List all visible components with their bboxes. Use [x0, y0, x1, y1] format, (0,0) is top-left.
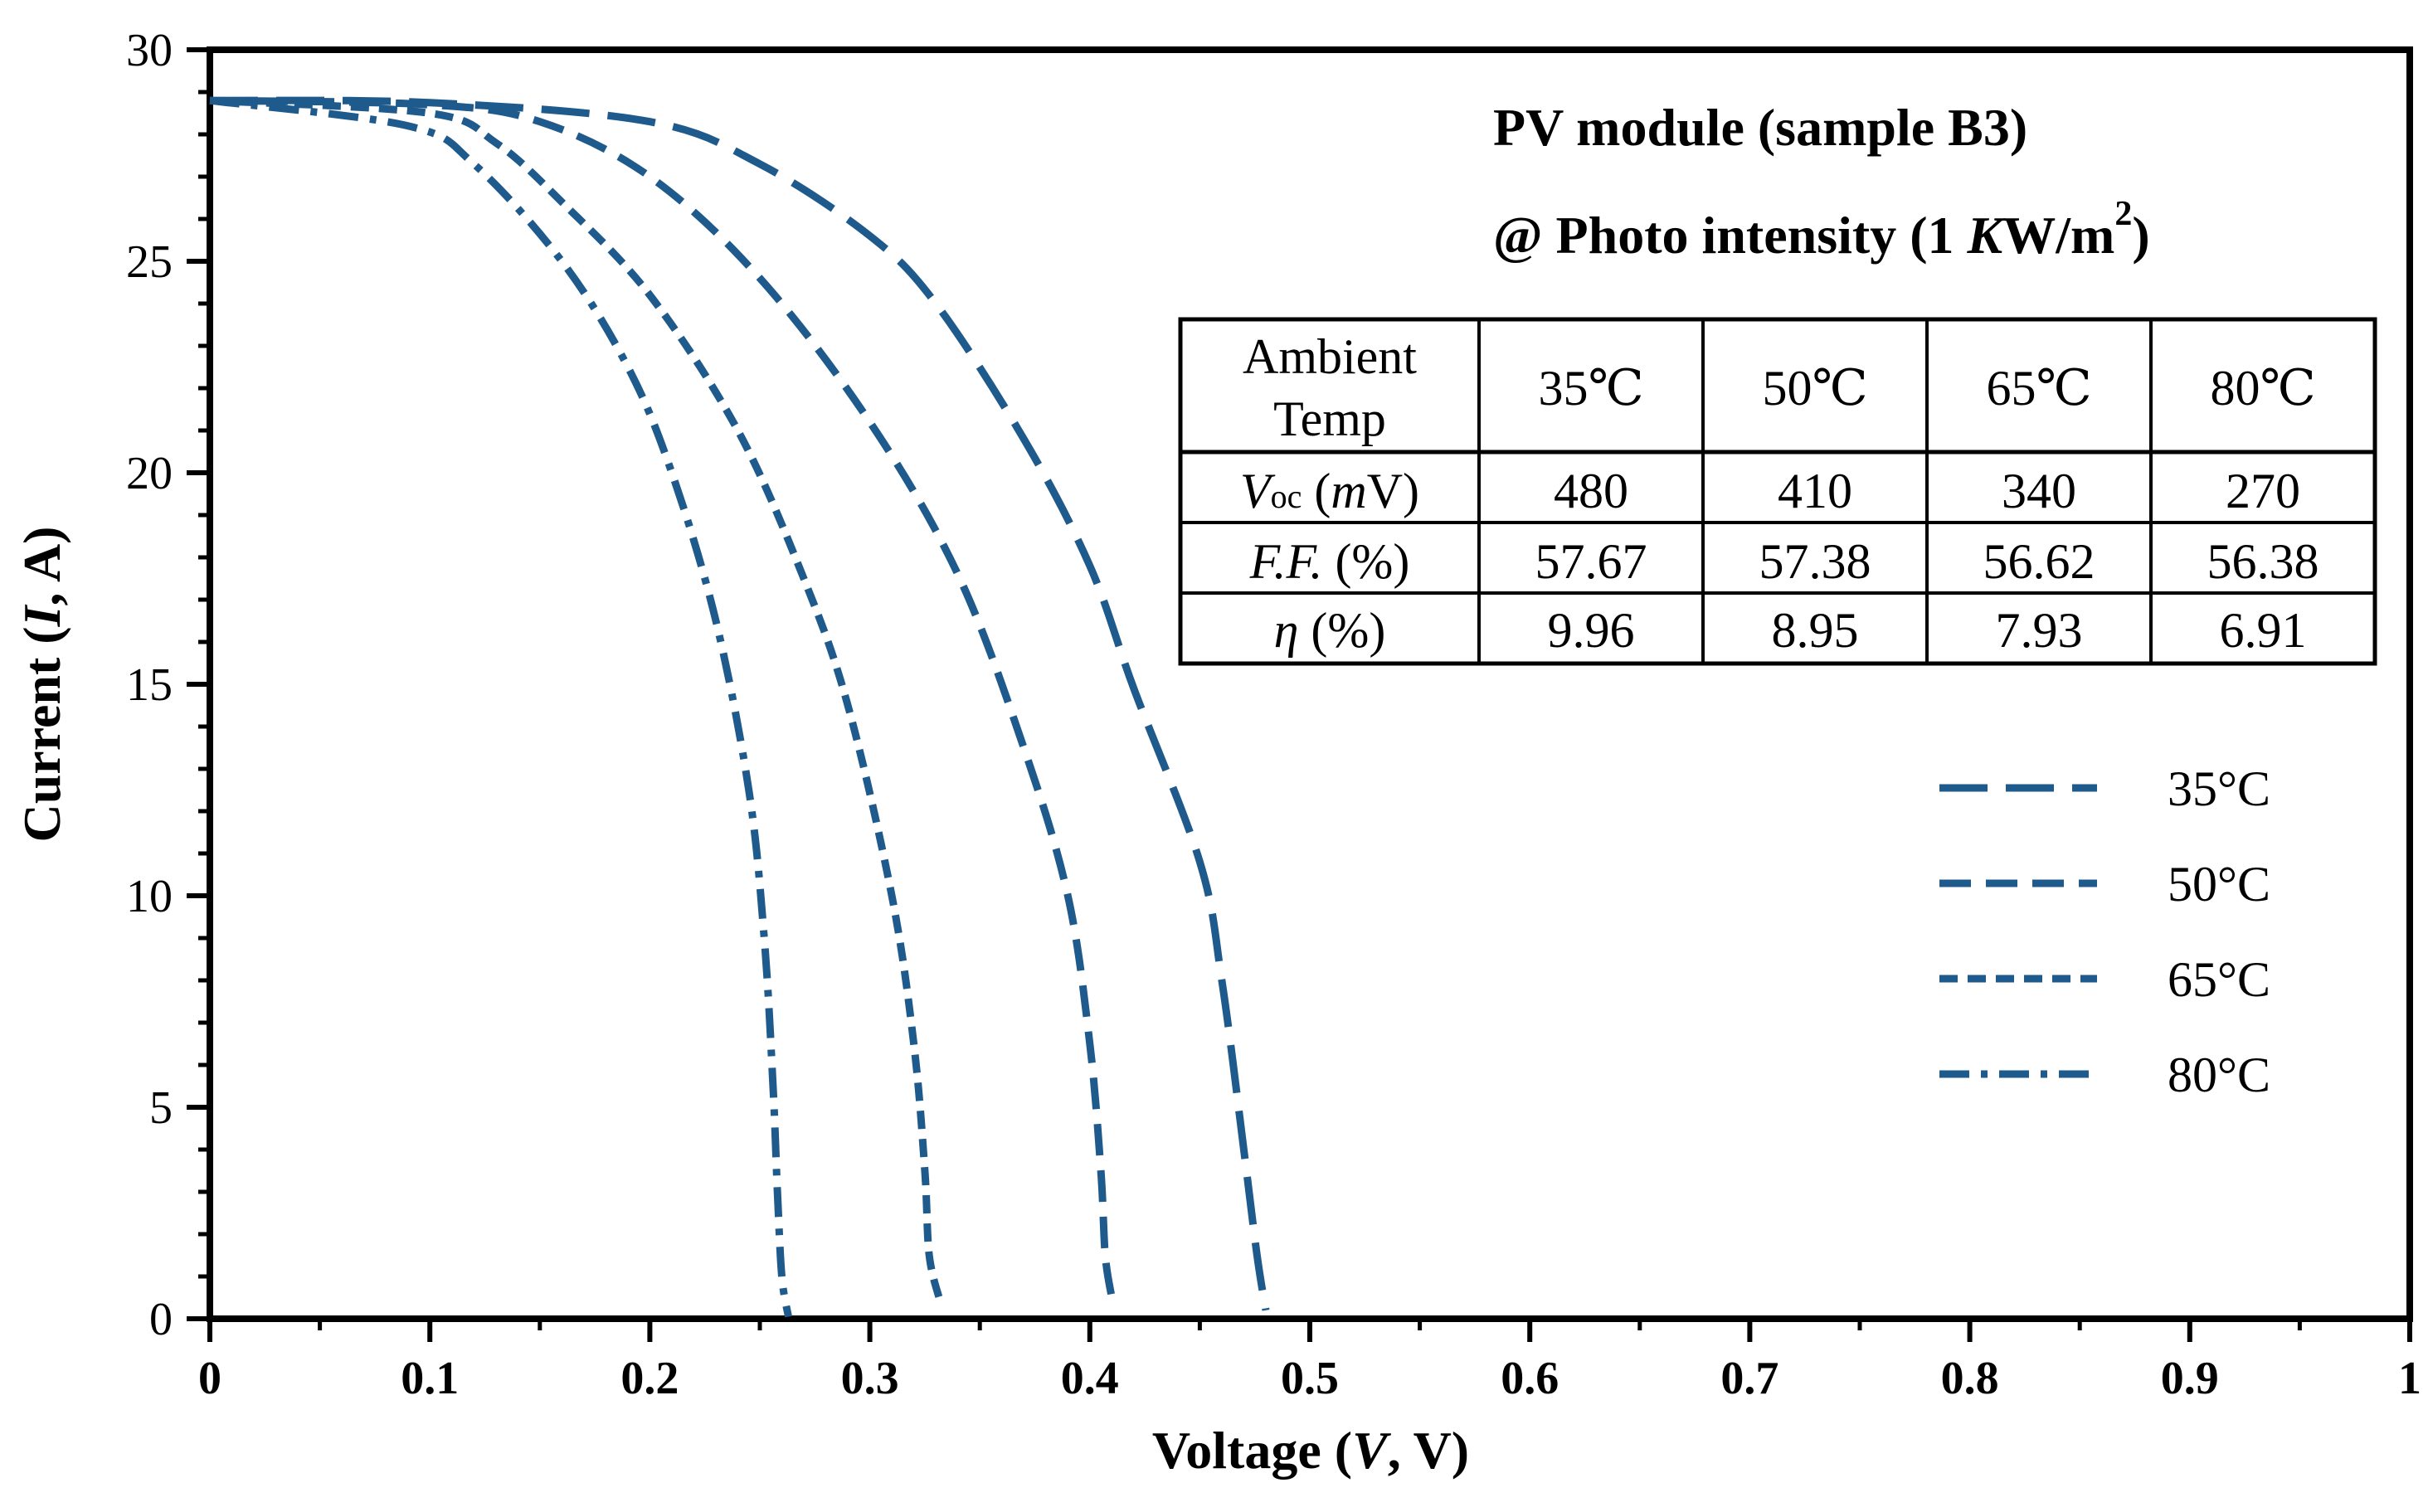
y-axis-title: Current (I, A): [12, 527, 71, 843]
table-cell: 7.93: [1996, 603, 2083, 658]
table-header-temp: 65℃: [1986, 361, 2091, 416]
table-row-label: F.F. (%): [1249, 534, 1410, 589]
table-row-label: η (%): [1274, 603, 1386, 658]
y-tick-label: 25: [126, 236, 173, 288]
chart-subtitle: @ Photo intensity (1 KW/m2): [1493, 195, 2150, 265]
table-cell: 56.62: [1983, 534, 2095, 589]
parameter-table: Ambient Temp 35℃ 50℃ 65℃ 80℃ Voc (mV) 480 410 340…: [1178, 317, 2377, 666]
table-cell: 57.38: [1759, 534, 1871, 589]
table-cell: 8.95: [1772, 603, 1859, 658]
legend-label: 65°C: [2168, 952, 2270, 1007]
legend: 35°C 50°C 65°C 80°C: [1939, 761, 2270, 1102]
x-tick-label: 0.5: [1281, 1353, 1339, 1404]
series-line-50c: [209, 96, 1116, 1299]
x-tick-label: 1: [2398, 1353, 2421, 1404]
legend-label: 80°C: [2168, 1048, 2270, 1102]
x-axis-ticks: 0 0.1 0.2 0.3 0.4 0.5 0.6 0.7 0.8 0.9 1: [198, 1319, 2421, 1404]
table-cell: 270: [2226, 464, 2300, 518]
table-cell: 57.67: [1535, 534, 1647, 589]
y-tick-label: 15: [126, 659, 173, 711]
table-cell: 480: [1554, 464, 1628, 518]
x-tick-label: 0.2: [620, 1353, 679, 1404]
series-line-80c: [209, 96, 792, 1318]
x-tick-label: 0.9: [2161, 1353, 2219, 1404]
legend-label: 50°C: [2168, 857, 2270, 912]
chart-title: PV module (sample B3): [1493, 98, 2027, 157]
table-cell: 410: [1778, 464, 1852, 518]
table-header-label: Temp: [1273, 391, 1386, 446]
table-header-temp: 35℃: [1538, 361, 1643, 416]
x-tick-label: 0.4: [1061, 1353, 1119, 1404]
x-tick-label: 0: [198, 1353, 221, 1404]
x-tick-label: 0.1: [401, 1353, 459, 1404]
table-header-label: Ambient: [1243, 329, 1417, 384]
y-tick-label: 5: [149, 1082, 173, 1134]
y-tick-label: 0: [149, 1294, 173, 1345]
table-cell: 9.96: [1548, 603, 1635, 658]
y-tick-label: 30: [126, 25, 173, 76]
x-tick-label: 0.6: [1501, 1353, 1559, 1404]
series-line-65c: [209, 96, 944, 1303]
table-row-label: Voc (mV): [1240, 464, 1419, 518]
table-cell: 6.91: [2220, 603, 2307, 658]
table-cell: 340: [2002, 464, 2076, 518]
x-tick-label: 0.8: [1941, 1353, 1999, 1404]
x-tick-label: 0.3: [841, 1353, 899, 1404]
y-axis-ticks: 0 5 10 15 20 25 30: [126, 25, 210, 1345]
x-tick-label: 0.7: [1720, 1353, 1778, 1404]
legend-label: 35°C: [2168, 761, 2270, 816]
series-line-35c: [209, 96, 1270, 1311]
y-tick-label: 20: [126, 448, 173, 499]
table-header-temp: 50℃: [1762, 361, 1867, 416]
table-cell: 56.38: [2207, 534, 2319, 589]
series-layer: [209, 96, 1270, 1318]
y-tick-label: 10: [126, 871, 173, 922]
x-axis-title: Voltage (V, V): [1152, 1421, 1469, 1480]
table-header-temp: 80℃: [2210, 361, 2315, 416]
